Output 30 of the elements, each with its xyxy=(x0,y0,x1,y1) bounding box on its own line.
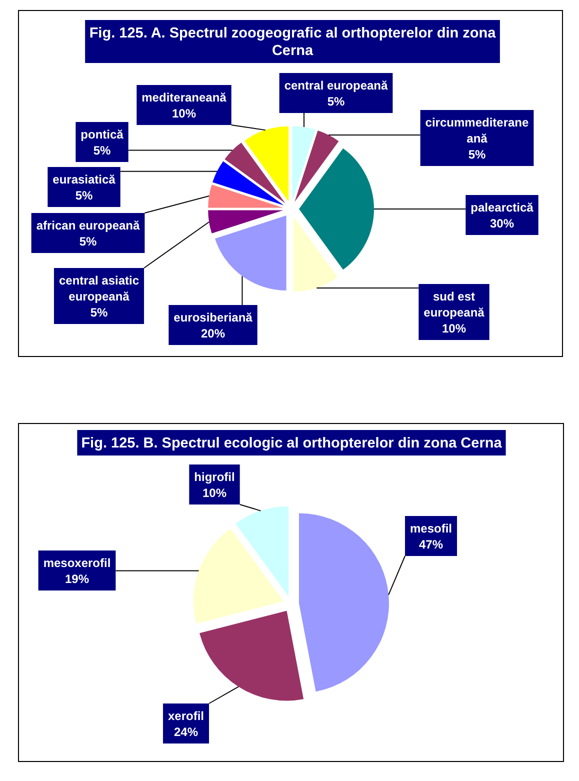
data-label: 19% xyxy=(64,572,90,586)
data-label: 5% xyxy=(75,188,93,202)
data-label: 10% xyxy=(202,486,227,500)
chart-title: Fig. 125. A. Spectrul zoogeografic al orthopterelor din zona Cerna xyxy=(89,26,497,60)
slice-label: central europeană xyxy=(284,78,388,92)
data-label: 30% xyxy=(490,216,514,230)
slice-label: mesofil xyxy=(410,521,452,536)
slice-label: african europeană xyxy=(36,218,140,232)
slice-label: central asiatic europeană xyxy=(58,273,140,304)
slice-label: pontică xyxy=(80,127,124,142)
data-label: 5% xyxy=(327,94,345,108)
data-label: 5% xyxy=(79,234,97,248)
data-label: 10% xyxy=(172,106,196,120)
slice-label: xerofil xyxy=(168,708,204,723)
slice-label: eurasiatică xyxy=(52,172,116,186)
data-label: 5% xyxy=(90,305,108,320)
data-label: 24% xyxy=(174,724,198,739)
slice-label: sud est europeană xyxy=(424,289,485,320)
slice-label: palearctică xyxy=(470,200,534,214)
data-label: 20% xyxy=(200,326,226,340)
data-label: 10% xyxy=(442,321,466,336)
chart-title: Fig. 125. B. Spectrul ecologic al orthopterelor din zona Cerna xyxy=(81,436,503,452)
slice-label: higrofil xyxy=(194,470,235,484)
slice-label: mediteraneană xyxy=(142,90,227,104)
slice-label: mesoxerofil xyxy=(43,556,111,570)
slice-label: circummediteraneană xyxy=(425,115,530,146)
data-label: 5% xyxy=(93,143,111,158)
slice-label: eurosiberiană xyxy=(174,310,253,324)
data-label: 5% xyxy=(468,147,486,162)
data-label: 47% xyxy=(418,537,444,552)
